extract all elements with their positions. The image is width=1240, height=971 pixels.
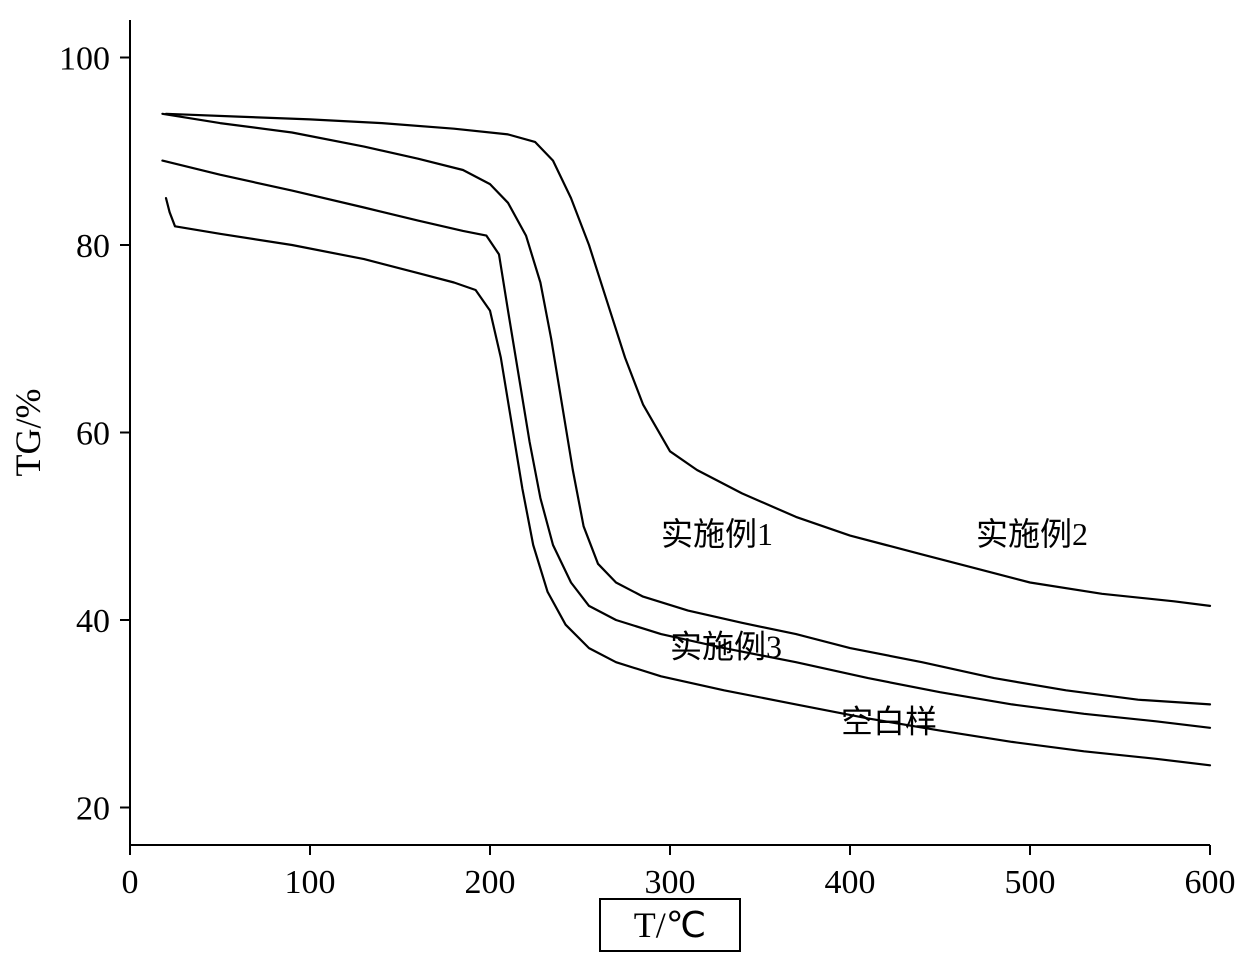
x-tick-label: 0 [122,864,139,901]
axes: 0 100 200 300 400 500 600 20 40 60 80 100 [59,20,1236,901]
x-tick-label: 300 [645,864,696,901]
series-label-example-3: 实施例3 [670,629,782,665]
x-tick-label: 600 [1185,864,1236,901]
x-tick-label: 400 [825,864,876,901]
series-label-example-2: 实施例2 [976,516,1088,552]
y-tick-label: 40 [76,603,110,640]
series-group [162,114,1210,766]
series-example-1 [162,114,1210,705]
x-tick-label: 500 [1005,864,1056,901]
series-blank-sample [166,198,1210,765]
tg-chart: 0 100 200 300 400 500 600 20 40 60 80 100 TG/% T/℃ 实… [0,0,1240,971]
x-tick-label: 200 [465,864,516,901]
y-tick-label: 80 [76,228,110,265]
series-label-blank-sample: 空白样 [841,704,937,740]
y-axis-label: TG/% [8,389,48,477]
y-tick-label: 20 [76,790,110,827]
series-label-example-1: 实施例1 [661,516,773,552]
labels-group: TG/% T/℃ [8,389,740,951]
x-axis-label: T/℃ [634,905,706,945]
y-tick-label: 60 [76,415,110,452]
y-tick-label: 100 [59,40,110,77]
chart-svg: 0 100 200 300 400 500 600 20 40 60 80 100 TG/% T/℃ 实… [0,0,1240,971]
x-tick-label: 100 [285,864,336,901]
